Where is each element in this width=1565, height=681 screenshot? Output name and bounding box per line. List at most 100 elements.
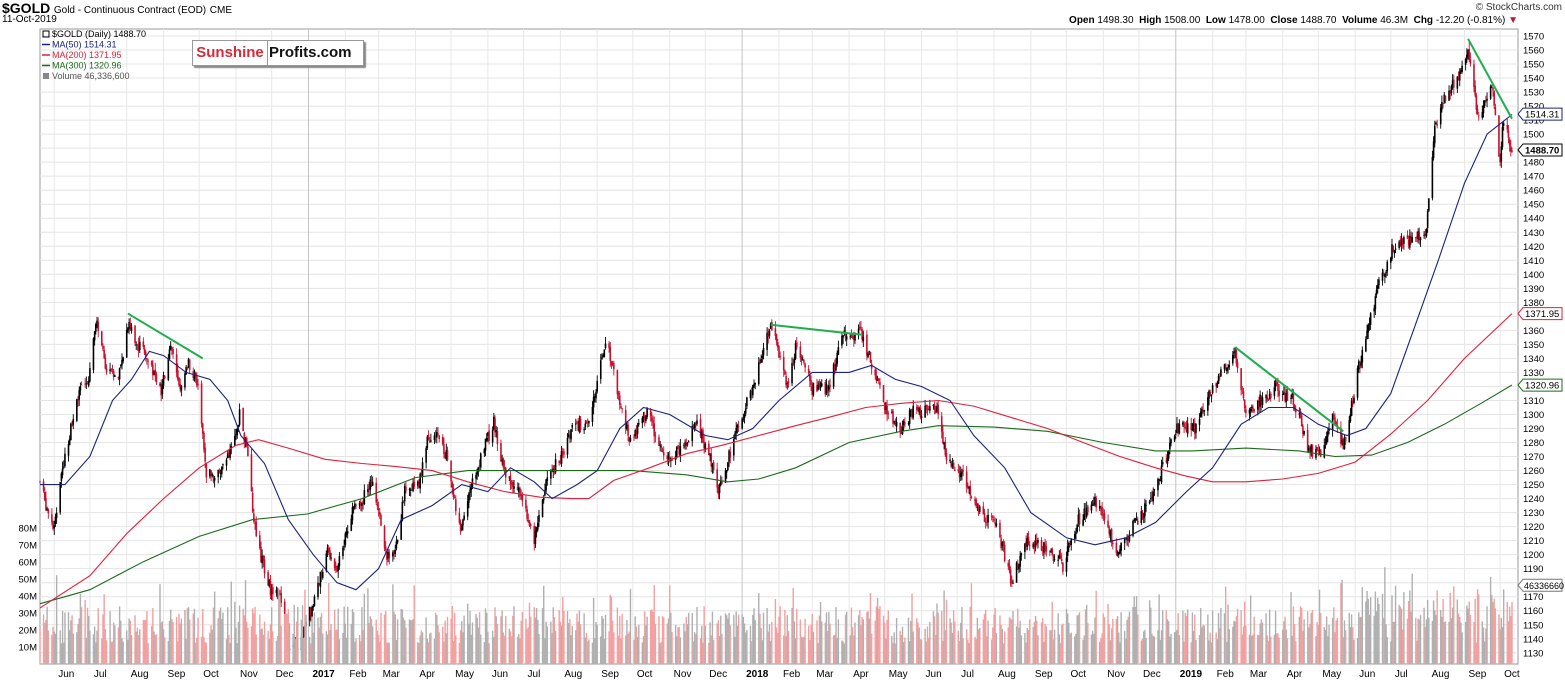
volume-bar xyxy=(1057,613,1059,664)
volume-bar xyxy=(1399,606,1402,664)
candle xyxy=(969,480,972,501)
candle-body xyxy=(584,423,587,428)
candle-body xyxy=(746,397,748,407)
candle-body xyxy=(494,418,496,433)
time-tick-label: Oct xyxy=(1070,669,1086,680)
volume-bar xyxy=(949,618,951,664)
candle xyxy=(870,359,873,375)
volume-bar xyxy=(1386,637,1388,664)
candle xyxy=(1161,456,1164,467)
volume-bar xyxy=(753,608,755,664)
candle xyxy=(961,468,963,481)
volume-bar xyxy=(262,634,265,664)
candle xyxy=(253,508,255,524)
low-label: Low xyxy=(1205,15,1226,26)
volume-bar xyxy=(537,619,539,664)
candle xyxy=(929,399,931,414)
candle xyxy=(436,427,438,444)
candle-body xyxy=(1268,393,1271,400)
candle-body xyxy=(238,409,241,425)
candle-body xyxy=(1245,409,1247,414)
candle xyxy=(53,520,56,535)
candle xyxy=(613,360,615,376)
candle xyxy=(550,469,552,486)
candle-body xyxy=(1270,393,1272,398)
candle-body xyxy=(144,351,147,357)
volume-bar xyxy=(1317,624,1320,664)
candle xyxy=(45,491,47,512)
volume-bar xyxy=(137,635,140,664)
candle-body xyxy=(1310,444,1313,454)
ohlc-readout: Open 1498.30 High 1508.00 Low 1478.00 Cl… xyxy=(1069,15,1518,26)
candle-body xyxy=(153,370,155,375)
candle-body xyxy=(986,521,988,523)
volume-bar xyxy=(1285,629,1287,664)
volume-bar xyxy=(229,642,231,664)
volume-bar xyxy=(962,638,964,664)
volume-bar xyxy=(136,627,139,664)
volume-bar xyxy=(754,620,756,664)
candle xyxy=(1433,120,1436,148)
candle xyxy=(400,514,402,540)
candle-body xyxy=(534,530,537,545)
volume-bar xyxy=(319,616,322,664)
candle-body xyxy=(89,368,91,382)
volume-bar xyxy=(610,596,613,664)
candle-body xyxy=(1309,446,1311,453)
candle-body xyxy=(95,324,97,332)
volume-bar xyxy=(237,622,240,664)
candle-body xyxy=(920,416,923,418)
volume-bar xyxy=(434,612,437,664)
candle xyxy=(1416,231,1418,243)
volume-bar xyxy=(150,625,153,664)
candle-body xyxy=(1507,130,1510,138)
volume-bar xyxy=(211,629,213,664)
volume-bar xyxy=(188,619,191,664)
candle-body xyxy=(117,376,120,378)
candle-body xyxy=(1170,439,1172,444)
candle-body xyxy=(451,482,454,488)
volume-bar xyxy=(236,643,238,664)
candle-body xyxy=(643,415,646,420)
candle xyxy=(118,367,121,386)
volume-bar xyxy=(501,610,503,664)
volume-bar xyxy=(1464,621,1467,664)
candle-body xyxy=(1385,271,1387,274)
volume-bar xyxy=(710,635,712,664)
volume-bar xyxy=(292,633,294,664)
price-tick-label: 1210 xyxy=(1523,536,1544,547)
green-trendline xyxy=(1234,346,1344,433)
candle-body xyxy=(633,436,635,438)
candle xyxy=(594,393,596,403)
volume-bar xyxy=(970,583,973,664)
candle xyxy=(818,379,821,390)
volume-bar xyxy=(1099,641,1101,664)
candle xyxy=(1426,208,1429,233)
volume-bar xyxy=(503,635,506,664)
volume-bar xyxy=(1049,630,1051,664)
candle xyxy=(825,378,828,396)
candle-body xyxy=(396,539,399,543)
volume-bar xyxy=(1248,634,1251,664)
candle-body xyxy=(438,435,440,439)
volume-bar xyxy=(1369,597,1372,664)
volume-bar xyxy=(1368,614,1371,664)
candle-body xyxy=(1198,418,1201,425)
candle xyxy=(809,370,811,388)
candle xyxy=(1100,505,1102,516)
candle-body xyxy=(1033,543,1036,548)
candle-body xyxy=(1419,237,1422,241)
volume-bar xyxy=(943,590,945,664)
candle xyxy=(675,446,678,459)
candle xyxy=(609,341,612,367)
volume-bar xyxy=(483,642,486,664)
candle-body xyxy=(121,360,123,366)
volume-bar xyxy=(171,619,173,664)
candle xyxy=(121,353,123,370)
volume-bar xyxy=(1182,610,1184,664)
candle-body xyxy=(80,384,83,386)
candle-body xyxy=(899,422,901,433)
candle xyxy=(1233,347,1235,359)
candle-body xyxy=(1032,543,1035,548)
